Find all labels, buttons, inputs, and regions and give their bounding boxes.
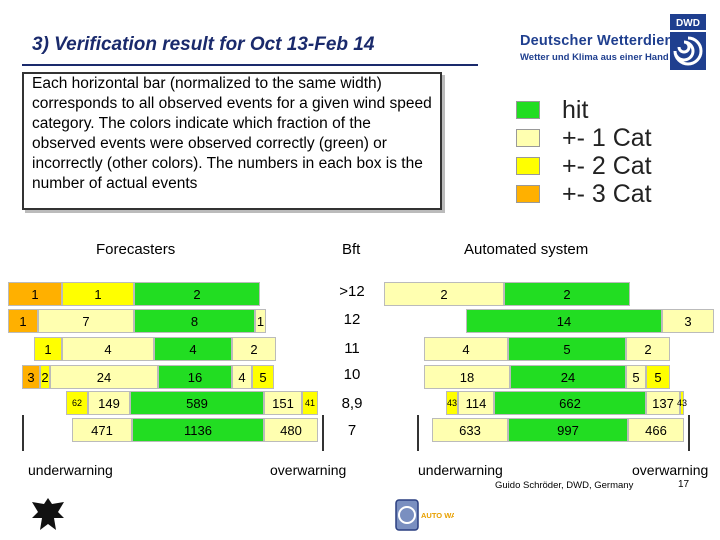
forecasters-bar-segment: 1 (8, 282, 62, 306)
dwd-logo-text: DWD (676, 18, 700, 29)
bft-category-label: 12 (343, 311, 361, 328)
forecasters-bar-segment: 4 (62, 337, 154, 361)
forecasters-bar-segment: 62 (66, 391, 88, 415)
forecasters-bar-segment: 589 (130, 391, 264, 415)
bft-category-label: 10 (343, 366, 361, 383)
automated-bar-segment: 14 (466, 309, 662, 333)
left-over-label: overwarning (270, 462, 347, 478)
left-under-rule (22, 415, 24, 451)
automated-heading: Automated system (464, 241, 589, 258)
forecasters-bar-segment: 2 (232, 337, 276, 361)
footer-credit: Guido Schröder, DWD, Germany (495, 480, 634, 491)
legend-label: +- 1 Cat (562, 124, 652, 152)
forecasters-bar-segment: 1 (62, 282, 134, 306)
left-over-rule (322, 415, 324, 451)
forecasters-bar-segment: 8 (134, 309, 255, 333)
legend-label: +- 3 Cat (562, 180, 652, 208)
forecasters-bar-segment: 24 (50, 365, 158, 389)
automated-bar-segment: 114 (458, 391, 494, 415)
automated-bar-segment: 43 (446, 391, 458, 415)
right-over-rule (688, 415, 690, 451)
forecasters-bar-segment: 151 (264, 391, 302, 415)
right-over-label: overwarning (632, 462, 709, 478)
description-box: Each horizontal bar (normalized to the s… (22, 72, 442, 210)
automated-bar-segment: 5 (508, 337, 626, 361)
automated-bar-segment: 5 (626, 365, 646, 389)
automated-bar-segment: 24 (510, 365, 626, 389)
legend-label: +- 2 Cat (562, 152, 652, 180)
bft-heading: Bft (342, 241, 361, 258)
automated-bar-segment: 2 (626, 337, 670, 361)
forecasters-bar-segment: 1136 (132, 418, 264, 442)
title-rule (22, 64, 478, 66)
dwd-logo-icon: DWD (670, 14, 706, 70)
forecasters-bar-segment: 4 (154, 337, 232, 361)
automated-bar-segment: 3 (662, 309, 714, 333)
forecasters-bar-segment: 2 (134, 282, 260, 306)
forecasters-bar-segment: 480 (264, 418, 318, 442)
automated-bar-segment: 466 (628, 418, 684, 442)
forecasters-bar-segment: 471 (72, 418, 132, 442)
bft-category-label: 7 (347, 422, 357, 439)
forecasters-bar-segment: 5 (252, 365, 274, 389)
forecasters-bar-segment: 4 (232, 365, 252, 389)
automated-bar-segment: 662 (494, 391, 646, 415)
right-under-label: underwarning (418, 462, 503, 478)
forecasters-bar-segment: 3 (22, 365, 40, 389)
forecasters-bar-segment: 149 (88, 391, 130, 415)
brand-name: Deutscher Wetterdienst (520, 33, 687, 49)
slide-title: 3) Verification result for Oct 13-Feb 14 (32, 34, 375, 55)
legend-label: hit (562, 96, 589, 124)
legend-swatch (516, 157, 540, 175)
bft-category-label: 8,9 (341, 395, 363, 412)
forecasters-bar-segment: 1 (34, 337, 62, 361)
forecasters-bar-segment: 1 (8, 309, 38, 333)
automated-bar-segment: 997 (508, 418, 628, 442)
right-under-rule (417, 415, 419, 451)
automated-bar-segment: 43 (677, 391, 687, 415)
legend-swatch (516, 185, 540, 203)
forecasters-bar-segment: 2 (40, 365, 50, 389)
automated-bar-segment: 633 (432, 418, 508, 442)
bft-category-label: >12 (339, 283, 365, 300)
automated-bar-segment: 18 (424, 365, 510, 389)
autowarn-logo-text: AUTO WARN (421, 511, 454, 520)
bft-category-label: 11 (344, 340, 360, 357)
forecasters-bar-segment: 41 (302, 391, 318, 415)
legend-swatch (516, 129, 540, 147)
automated-bar-segment: 5 (646, 365, 670, 389)
forecasters-bar-segment: 7 (38, 309, 134, 333)
automated-bar-segment: 137 (646, 391, 680, 415)
forecasters-bar-segment: 1 (255, 309, 266, 333)
automated-bar-segment: 4 (424, 337, 508, 361)
left-under-label: underwarning (28, 462, 113, 478)
legend-swatch (516, 101, 540, 119)
autowarn-logo-icon: AUTO WARN (395, 499, 454, 531)
forecasters-bar-segment: 16 (158, 365, 232, 389)
forecasters-heading: Forecasters (96, 241, 176, 258)
page-number: 17 (678, 479, 690, 490)
brand-tagline: Wetter und Klima aus einer Hand (520, 52, 669, 63)
federal-eagle-icon (32, 498, 64, 530)
automated-bar-segment: 2 (504, 282, 630, 306)
automated-bar-segment: 2 (384, 282, 504, 306)
